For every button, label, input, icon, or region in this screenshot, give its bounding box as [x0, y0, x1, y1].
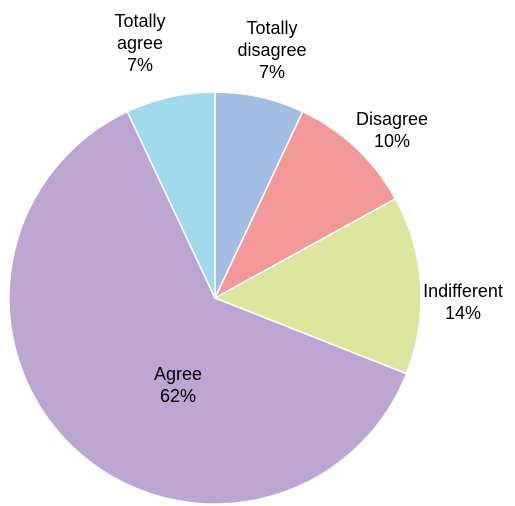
slice-category-label: Indifferent — [423, 281, 503, 301]
pie-labels: Totally disagree 7%Disagree 10%Indifferent 1… — [114, 11, 502, 406]
slice-label-totally-agree: Totally agree 7% — [114, 11, 165, 75]
slice-category-label: Totally — [114, 11, 165, 31]
slice-category-label: disagree — [237, 40, 306, 60]
slice-category-label: Agree — [154, 364, 202, 384]
slice-percent-label: 62% — [160, 386, 196, 406]
pie-slices — [8, 91, 422, 505]
slice-percent-label: 10% — [374, 131, 410, 151]
slice-percent-label: 14% — [445, 303, 481, 323]
slice-category-label: agree — [117, 33, 163, 53]
pie-slice-totally-agree — [126, 91, 216, 299]
pie-slice-agree — [8, 110, 408, 505]
slice-label-disagree: Disagree 10% — [356, 109, 428, 151]
pie-slice-disagree — [213, 110, 397, 300]
pie-slice-indifferent — [213, 197, 422, 375]
slice-percent-label: 7% — [127, 55, 153, 75]
slice-percent-label: 7% — [259, 62, 285, 82]
slice-category-label: Disagree — [356, 109, 428, 129]
slice-label-indifferent: Indifferent 14% — [423, 281, 503, 323]
slice-label-agree: Agree 62% — [154, 364, 202, 406]
slice-category-label: Totally — [246, 18, 297, 38]
slice-label-totally-disagree: Totally disagree 7% — [237, 18, 306, 82]
